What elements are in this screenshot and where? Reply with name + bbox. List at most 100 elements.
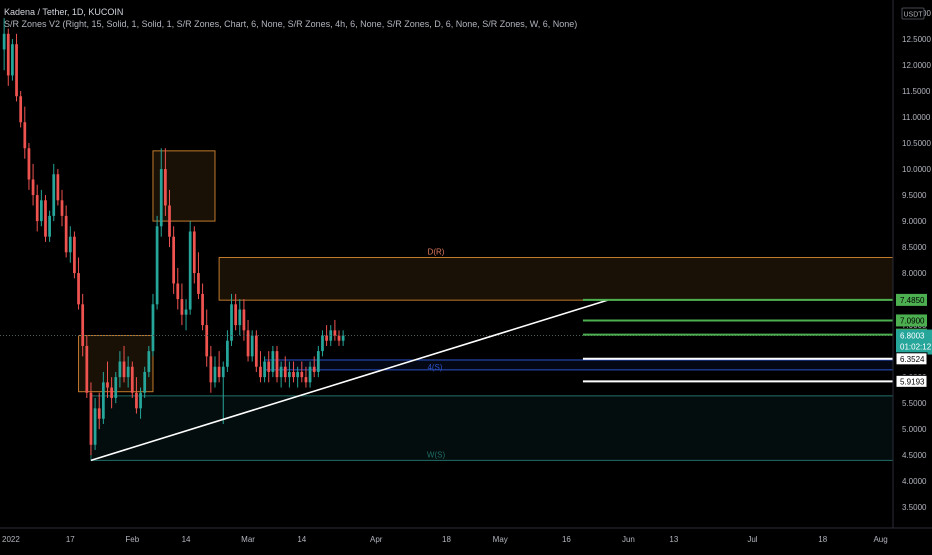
candle-body bbox=[271, 351, 275, 372]
x-tick-label: Mar bbox=[241, 535, 255, 544]
x-tick-label: Aug bbox=[873, 535, 887, 544]
candle-body bbox=[77, 273, 80, 305]
x-tick-label: 18 bbox=[818, 535, 827, 544]
y-tick-label: 4.5000 bbox=[902, 451, 927, 460]
candle-body bbox=[283, 366, 287, 378]
x-tick-label: Feb bbox=[125, 535, 139, 544]
candle-body bbox=[130, 366, 134, 393]
candle-body bbox=[155, 226, 159, 305]
level-badge-label: 6.3524 bbox=[900, 355, 925, 364]
candle-body bbox=[151, 304, 155, 352]
candle-body bbox=[217, 366, 221, 378]
zone-label: W(S) bbox=[427, 450, 446, 459]
last-price-label: 6.8003 bbox=[900, 332, 925, 341]
candle-body bbox=[246, 330, 250, 357]
y-tick-label: 12.5000 bbox=[902, 35, 931, 44]
level-badge-label: 5.9193 bbox=[900, 377, 925, 386]
x-tick-label: 13 bbox=[669, 535, 678, 544]
y-tick-label: 4.0000 bbox=[902, 477, 927, 486]
zone-label: D(R) bbox=[428, 247, 445, 256]
candle-body bbox=[259, 366, 262, 378]
last-price-badge bbox=[896, 329, 932, 355]
candle-body bbox=[275, 351, 279, 378]
candle-body bbox=[333, 330, 337, 336]
candle-body bbox=[234, 304, 238, 326]
candle-body bbox=[114, 377, 118, 398]
symbol-title: Kadena / Tether, 1D, KUCOIN bbox=[4, 7, 124, 17]
candle-body bbox=[101, 382, 105, 419]
candle-body bbox=[230, 304, 233, 341]
candle-body bbox=[48, 215, 51, 237]
candle-body bbox=[81, 304, 85, 346]
candle-body bbox=[300, 371, 304, 378]
candle-body bbox=[226, 340, 229, 367]
candle-body bbox=[164, 169, 167, 206]
x-tick-label: 17 bbox=[66, 535, 75, 544]
lines-layer bbox=[0, 298, 893, 462]
indicator-title: S/R Zones V2 (Right, 15, Solid, 1, Solid… bbox=[4, 19, 578, 29]
candle-body bbox=[221, 366, 225, 378]
candle-body bbox=[2, 33, 6, 50]
candle-body bbox=[39, 200, 43, 222]
candle-body bbox=[168, 205, 171, 237]
candle-body bbox=[11, 44, 14, 76]
y-tick-label: 5.0000 bbox=[902, 425, 927, 434]
candle-body bbox=[147, 351, 151, 372]
x-tick-label: 2022 bbox=[2, 535, 20, 544]
candle-body bbox=[27, 148, 31, 180]
trendline bbox=[90, 299, 608, 462]
candle-body bbox=[279, 366, 283, 378]
y-tick-label: 9.5000 bbox=[902, 191, 927, 200]
level-badge bbox=[896, 314, 927, 327]
candle-body bbox=[250, 335, 254, 357]
candle-body bbox=[56, 174, 60, 201]
y-tick-label: 8.5000 bbox=[902, 243, 927, 252]
y-tick-label: 10.0000 bbox=[902, 165, 931, 174]
candle-body bbox=[254, 335, 258, 367]
price-axis: 13.0000USDT12.500012.000011.500011.00001… bbox=[892, 0, 932, 550]
chart-legend: Kadena / Tether, 1D, KUCOIN S/R Zones V2… bbox=[4, 6, 577, 30]
candle-body bbox=[6, 33, 10, 76]
y-tick-label: 8.0000 bbox=[902, 269, 927, 278]
sr-zone bbox=[218, 256, 894, 301]
x-tick-label: Jul bbox=[747, 535, 757, 544]
candle-body bbox=[52, 174, 56, 216]
candle-body bbox=[288, 371, 291, 378]
candle-body bbox=[213, 366, 217, 383]
sr-zone bbox=[264, 359, 894, 371]
candle-body bbox=[85, 345, 89, 393]
candle-body bbox=[184, 309, 188, 315]
y-tick-label: 11.5000 bbox=[902, 87, 931, 96]
candle-body bbox=[337, 335, 341, 341]
candle-body bbox=[31, 179, 35, 196]
y-tick-label: 3.5000 bbox=[902, 503, 927, 512]
candle-body bbox=[73, 236, 76, 274]
candle-body bbox=[325, 335, 328, 341]
candle-body bbox=[180, 299, 184, 315]
sr-zone bbox=[152, 150, 216, 222]
candle-body bbox=[292, 371, 295, 378]
candle-body bbox=[312, 366, 316, 372]
candle-body bbox=[267, 361, 271, 372]
y-tick-label: 12.0000 bbox=[902, 61, 931, 70]
time-axis: 2022 17 Feb 14 Mar 14 Apr 18 May 16 Jun 13 Jul 18 Aug bbox=[0, 527, 932, 544]
x-tick-label: 18 bbox=[442, 535, 451, 544]
candle-body bbox=[97, 408, 101, 419]
x-tick-label: May bbox=[493, 535, 508, 544]
candle-body bbox=[118, 361, 122, 378]
candle-body bbox=[201, 293, 204, 326]
countdown-label: 01:02:12 bbox=[900, 343, 932, 352]
candle-body bbox=[172, 236, 176, 284]
currency-label: USDT bbox=[903, 12, 923, 19]
level-badge-label: 7.0900 bbox=[900, 316, 925, 325]
x-tick-label: Apr bbox=[370, 535, 383, 544]
candle-body bbox=[89, 392, 93, 445]
candle-body bbox=[122, 361, 126, 378]
candle-body bbox=[176, 283, 180, 300]
x-tick-label: 14 bbox=[297, 535, 306, 544]
level-badge bbox=[896, 293, 927, 306]
candle-body bbox=[110, 387, 113, 398]
candle-body bbox=[68, 236, 72, 253]
